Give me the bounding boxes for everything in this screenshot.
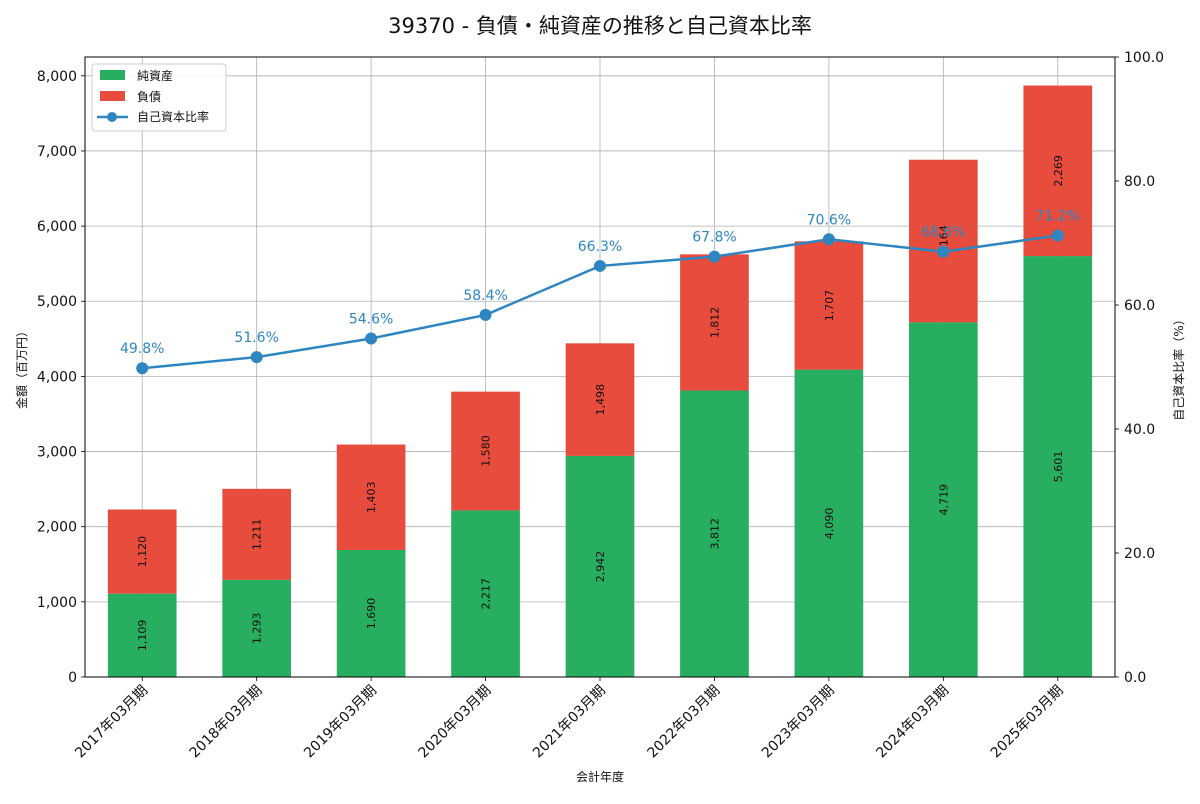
y-tick-label: 7,000 xyxy=(37,144,77,160)
bar-liabilities-label: 1,120 xyxy=(136,536,149,568)
bar-equity-label: 2,942 xyxy=(594,551,607,583)
y2-tick-label: 20.0 xyxy=(1124,546,1155,562)
bar-equity xyxy=(107,593,177,677)
bar-equity-label: 4,719 xyxy=(937,484,950,516)
y2-axis-label: 自己資本比率（%） xyxy=(1171,313,1186,420)
bar-liabilities xyxy=(107,509,177,594)
y2-tick-label: 40.0 xyxy=(1124,422,1155,438)
ratio-point-label: 49.8% xyxy=(120,341,164,357)
y-tick-label: 0 xyxy=(68,670,77,686)
bar-equity-label: 1,293 xyxy=(251,613,264,645)
y-tick-label: 3,000 xyxy=(37,445,77,461)
bar-equity-label: 1,690 xyxy=(365,598,378,630)
y-tick-label: 2,000 xyxy=(37,520,77,536)
bar-equity-label: 1,109 xyxy=(136,620,149,652)
x-tick-label: 2019年03月期 xyxy=(301,683,380,762)
bar-liabilities-label: 1,812 xyxy=(708,307,721,339)
x-tick-label: 2021年03月期 xyxy=(530,683,609,762)
ratio-point-label: 66.3% xyxy=(578,239,622,255)
bar-liabilities-label: 1,707 xyxy=(823,290,836,322)
x-tick-label: 2025年03月期 xyxy=(988,683,1067,762)
bar-liabilities xyxy=(222,488,291,580)
x-axis-label: 会計年度 xyxy=(576,769,624,784)
y-axis-label: 金額（百万円） xyxy=(14,325,29,409)
bar-liabilities-label: 2,269 xyxy=(1052,155,1065,187)
bar-liabilities-label: 1,580 xyxy=(480,435,493,467)
bar-liabilities-label: 1,211 xyxy=(251,519,264,551)
bar-equity xyxy=(794,369,864,677)
bar-equity xyxy=(680,390,749,677)
ratio-point xyxy=(1051,229,1064,242)
ratio-point-label: 70.6% xyxy=(807,212,851,228)
bar-liabilities-label: 1,498 xyxy=(594,384,607,416)
ratio-point-label: 51.6% xyxy=(234,330,278,346)
legend-swatch-ratio-marker xyxy=(107,112,117,122)
x-tick-label: 2022年03月期 xyxy=(644,683,723,762)
legend-swatch-equity xyxy=(100,70,125,80)
y-tick-label: 8,000 xyxy=(37,69,77,85)
bar-liabilities xyxy=(909,159,978,323)
ratio-point xyxy=(136,362,149,375)
x-tick-label: 2023年03月期 xyxy=(759,683,838,762)
bar-equity-label: 2,217 xyxy=(480,578,493,610)
x-tick-label: 2018年03月期 xyxy=(187,683,266,762)
y-tick-label: 1,000 xyxy=(37,595,77,611)
ratio-point-label: 71.2% xyxy=(1036,209,1080,225)
bar-equity xyxy=(451,510,520,677)
bar-liabilities xyxy=(680,254,749,391)
bar-equity xyxy=(336,549,406,677)
ratio-point xyxy=(594,259,606,272)
bar-liabilities xyxy=(794,241,864,370)
bar-liabilities xyxy=(565,343,635,456)
bar-equity-label: 5,601 xyxy=(1052,451,1065,483)
legend-box xyxy=(91,63,227,132)
y2-tick-label: 60.0 xyxy=(1124,298,1155,314)
x-tick-label: 2017年03月期 xyxy=(72,683,151,762)
bar-equity xyxy=(1023,256,1093,677)
ratio-point-label: 54.6% xyxy=(349,311,393,327)
ratio-point xyxy=(365,332,378,345)
legend-label-ratio: 自己資本比率 xyxy=(137,109,209,124)
chart-title: 39370 - 負債・純資産の推移と自己資本比率 xyxy=(388,14,812,38)
bar-liabilities-label: 1,403 xyxy=(365,482,378,514)
bar-liabilities xyxy=(1023,85,1093,257)
x-tick-label: 2024年03月期 xyxy=(873,683,952,762)
y2-tick-label: 80.0 xyxy=(1124,174,1155,190)
y-tick-label: 5,000 xyxy=(37,294,77,310)
legend-label-liabilities: 負債 xyxy=(137,89,161,104)
y-tick-label: 6,000 xyxy=(37,219,77,235)
bar-liabilities xyxy=(451,391,520,511)
y2-tick-label: 100.0 xyxy=(1124,50,1164,66)
bar-equity xyxy=(909,322,978,677)
ratio-line: 49.8% 51.6% 54.6% 58.4% 66.3% 67.8% 70.6% 68.6%… xyxy=(120,209,1080,375)
bar-equity xyxy=(222,579,291,677)
bar-equity-label: 4,090 xyxy=(823,508,836,540)
ratio-point-label: 67.8% xyxy=(692,230,736,246)
legend-swatch-liabilities xyxy=(100,91,125,101)
x-tick-label: 2020年03月期 xyxy=(416,683,495,762)
ratio-point-label: 58.4% xyxy=(463,288,507,304)
ratio-point xyxy=(708,250,721,263)
ratio-point xyxy=(250,351,263,364)
bar-liabilities xyxy=(336,444,406,550)
bar-equity-label: 3,812 xyxy=(708,518,721,550)
y2-tick-label: 0.0 xyxy=(1124,670,1146,686)
bar-equity xyxy=(565,455,635,677)
legend-label-equity: 純資産 xyxy=(137,68,173,83)
ratio-point-label: 68.6% xyxy=(921,225,965,241)
ratio-point xyxy=(822,233,835,246)
bars: 1,109 1,120 1,293 1,211 1,690 1,403 2,217 1,580… xyxy=(107,85,1093,677)
ratio-point xyxy=(937,245,950,258)
y-tick-label: 4,000 xyxy=(37,369,77,385)
ratio-point xyxy=(479,308,492,321)
plot-frame xyxy=(84,56,1116,678)
